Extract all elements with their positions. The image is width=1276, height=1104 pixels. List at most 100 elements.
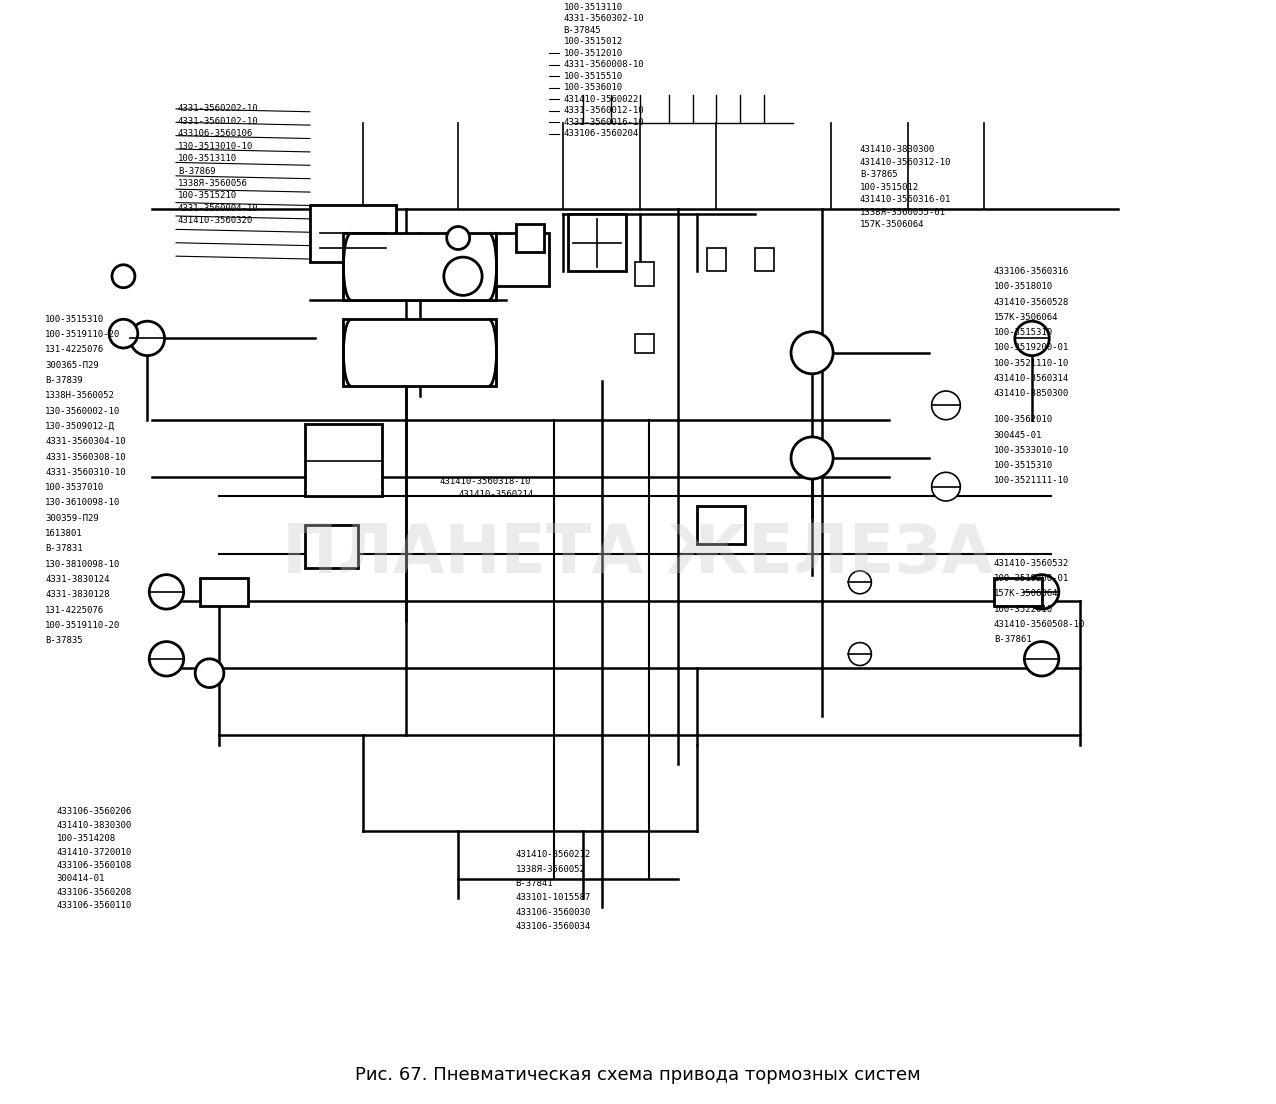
Text: 100-3515012: 100-3515012 <box>564 38 623 46</box>
Text: 100-3515510: 100-3515510 <box>564 72 623 81</box>
Text: 157К-3506064: 157К-3506064 <box>994 590 1058 598</box>
Text: 4331-3560310-10: 4331-3560310-10 <box>45 468 125 477</box>
Text: 431410-3560532: 431410-3560532 <box>994 559 1069 567</box>
Text: B-37861: B-37861 <box>994 635 1031 645</box>
Text: 100-3512010: 100-3512010 <box>564 49 623 57</box>
Circle shape <box>791 437 833 479</box>
Text: 100-3521110-10: 100-3521110-10 <box>994 359 1069 368</box>
Text: 100-3519110-20: 100-3519110-20 <box>45 620 120 630</box>
Text: 300359-П29: 300359-П29 <box>45 513 98 522</box>
Text: 100-3562010: 100-3562010 <box>994 415 1053 424</box>
Circle shape <box>149 641 184 676</box>
Text: 431410-3560320: 431410-3560320 <box>177 216 253 225</box>
Text: B-37845: B-37845 <box>564 25 601 35</box>
Text: B-37865: B-37865 <box>860 170 897 179</box>
Text: 100-3514208: 100-3514208 <box>56 835 116 843</box>
Circle shape <box>195 659 223 688</box>
Text: 100-3519110-20: 100-3519110-20 <box>45 330 120 339</box>
Text: 157К-3506064: 157К-3506064 <box>994 312 1058 322</box>
Bar <box>707 247 726 272</box>
Text: 433101-1015587: 433101-1015587 <box>516 893 591 902</box>
Text: 300365-П29: 300365-П29 <box>45 361 98 370</box>
Text: 130-3610098-10: 130-3610098-10 <box>45 498 120 508</box>
Circle shape <box>791 331 833 374</box>
Circle shape <box>444 257 482 296</box>
Text: 4331-3560008-10: 4331-3560008-10 <box>564 61 644 70</box>
Text: 431410-3560312-10: 431410-3560312-10 <box>860 158 952 167</box>
Text: 431410-3560314: 431410-3560314 <box>994 374 1069 383</box>
Bar <box>516 224 545 253</box>
Bar <box>994 577 1041 606</box>
Text: 100-3515210: 100-3515210 <box>177 191 237 201</box>
Circle shape <box>931 391 961 420</box>
Text: 431410-3560528: 431410-3560528 <box>994 298 1069 307</box>
Circle shape <box>1025 575 1059 609</box>
Text: 100-3521111-10: 100-3521111-10 <box>994 477 1069 486</box>
Text: B-37839: B-37839 <box>45 376 83 385</box>
Text: 431410-3850300: 431410-3850300 <box>994 390 1069 399</box>
Circle shape <box>931 473 961 501</box>
Bar <box>310 204 396 262</box>
Text: 4331-3560004-10: 4331-3560004-10 <box>177 204 259 213</box>
Circle shape <box>447 226 470 250</box>
Text: 431410-3560318-10: 431410-3560318-10 <box>439 477 531 487</box>
Text: 4331-3560016-10: 4331-3560016-10 <box>564 118 644 127</box>
Text: 1613801: 1613801 <box>45 529 83 538</box>
Text: 100-3515310: 100-3515310 <box>45 315 105 323</box>
Text: 1338Н-3560052: 1338Н-3560052 <box>45 391 115 401</box>
Text: 100-3515310: 100-3515310 <box>994 328 1053 337</box>
Text: 433106-3560110: 433106-3560110 <box>56 901 131 910</box>
Text: 433106-3560034: 433106-3560034 <box>516 922 591 931</box>
Bar <box>200 577 248 606</box>
Text: 4331-3560304-10: 4331-3560304-10 <box>45 437 125 446</box>
Circle shape <box>108 319 138 348</box>
Text: 100-3522010: 100-3522010 <box>994 605 1053 614</box>
Bar <box>343 319 496 386</box>
Text: 431410-3560508-10: 431410-3560508-10 <box>994 619 1085 629</box>
Text: 100-3533010-10: 100-3533010-10 <box>994 446 1069 455</box>
Bar <box>568 214 625 272</box>
Text: 100-3515012: 100-3515012 <box>860 183 919 192</box>
Bar <box>305 524 357 567</box>
Text: B-37835: B-37835 <box>45 636 83 645</box>
Text: 100-3537010: 100-3537010 <box>45 484 105 492</box>
Bar <box>496 233 549 286</box>
Bar <box>343 233 496 300</box>
Text: 4331-3830124: 4331-3830124 <box>45 575 110 584</box>
Text: 130-3509012-Д: 130-3509012-Д <box>45 422 115 431</box>
Text: 431410-3560316-01: 431410-3560316-01 <box>860 195 952 204</box>
Text: 431410-3720010: 431410-3720010 <box>56 848 131 857</box>
Text: 431410-3560212: 431410-3560212 <box>516 850 591 859</box>
Text: 4331-3560202-10: 4331-3560202-10 <box>177 105 259 114</box>
Text: 433106-3560204: 433106-3560204 <box>564 129 639 138</box>
Text: 4331-3830128: 4331-3830128 <box>45 591 110 599</box>
Text: Рис. 67. Пневматическая схема привода тормозных систем: Рис. 67. Пневматическая схема привода то… <box>355 1065 921 1084</box>
Text: 431410-3830300: 431410-3830300 <box>860 146 935 155</box>
Text: B-37869: B-37869 <box>177 167 216 176</box>
Text: 1338Я-3560056: 1338Я-3560056 <box>177 179 248 188</box>
Text: 4331-3560308-10: 4331-3560308-10 <box>45 453 125 461</box>
Text: 157К-3506064: 157К-3506064 <box>860 220 924 230</box>
Text: 433106-3560316: 433106-3560316 <box>994 267 1069 276</box>
Text: 433106-3560206: 433106-3560206 <box>56 807 131 816</box>
Text: 100-3515310: 100-3515310 <box>994 461 1053 470</box>
Text: 100-3513110: 100-3513110 <box>177 155 237 163</box>
Circle shape <box>849 643 872 666</box>
Text: 431410-3830300: 431410-3830300 <box>56 820 131 830</box>
Text: 131-4225076: 131-4225076 <box>45 605 105 615</box>
Circle shape <box>849 571 872 594</box>
Text: 1338Я-3560052: 1338Я-3560052 <box>516 864 586 873</box>
Text: 300414-01: 300414-01 <box>56 874 105 883</box>
Text: 100-3519200-01: 100-3519200-01 <box>994 574 1069 583</box>
Circle shape <box>112 265 135 288</box>
Text: 100-3519200-01: 100-3519200-01 <box>994 343 1069 352</box>
Circle shape <box>1025 641 1059 676</box>
Circle shape <box>1014 321 1049 355</box>
Bar <box>635 333 655 353</box>
Text: ПЛАНЕТА ЖЕЛЕЗА: ПЛАНЕТА ЖЕЛЕЗА <box>282 521 994 586</box>
Text: 4331-3560102-10: 4331-3560102-10 <box>177 117 259 126</box>
Circle shape <box>130 321 165 355</box>
Text: 431410-3560214: 431410-3560214 <box>458 490 533 499</box>
Circle shape <box>149 575 184 609</box>
Text: 433106-3560030: 433106-3560030 <box>516 907 591 916</box>
